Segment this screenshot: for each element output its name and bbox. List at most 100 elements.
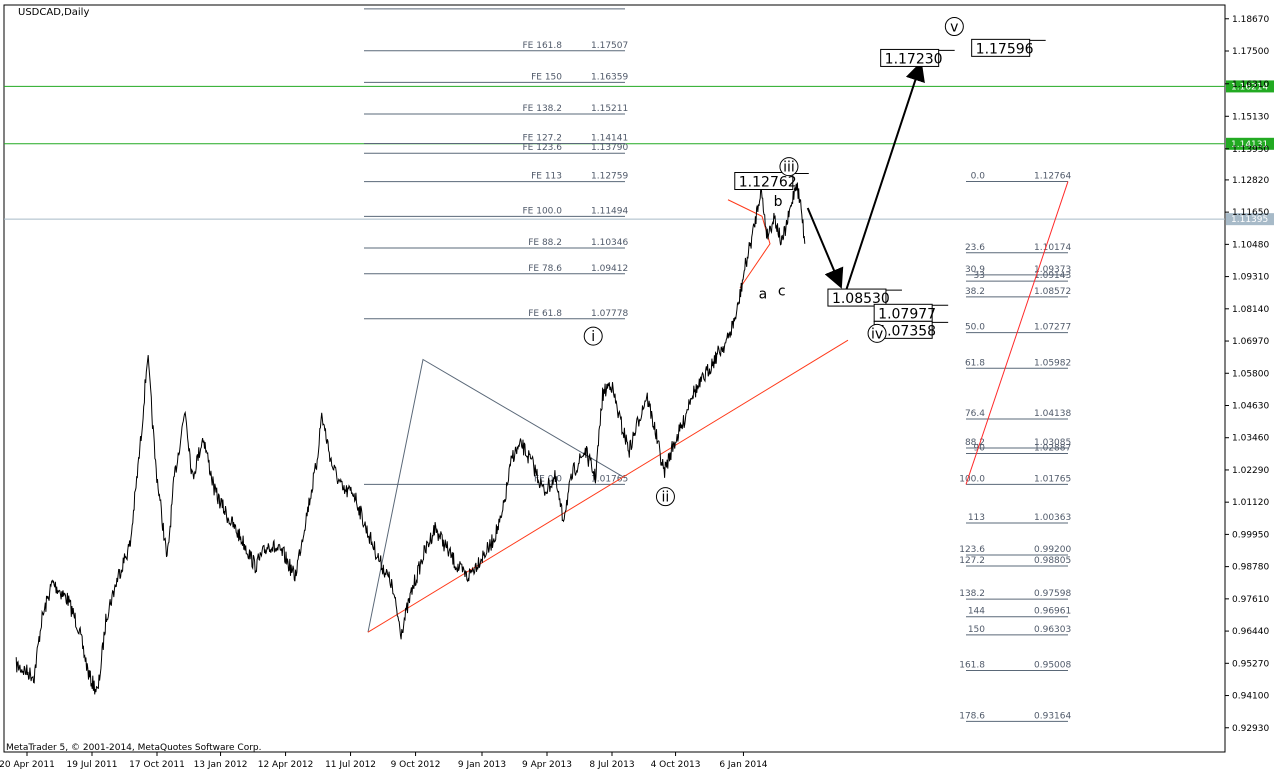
time-axis: 20 Apr 2011 19 Jul 2011 17 Oct 2011 13 Jan … (0, 752, 768, 770)
fe-level-value: 1.17507 (591, 41, 628, 51)
fib-level-value: 1.08572 (1034, 287, 1071, 297)
fe-level-label: FE 150 (531, 72, 562, 82)
fe-level-value: 1.15211 (591, 104, 628, 114)
y-tick-label: 1.05800 (1232, 369, 1269, 379)
price-box-label: 1.17230 (885, 51, 943, 67)
y-tick-label: 0.98780 (1232, 563, 1269, 573)
fib-level-value: 0.93164 (1034, 711, 1071, 721)
resistance-tag (1226, 137, 1274, 150)
fib-level-label: 144 (968, 607, 985, 617)
fib-level-value: 0.96303 (1034, 625, 1071, 635)
y-tick-label: 0.94100 (1232, 692, 1269, 702)
fib-level-value: 0.97598 (1034, 589, 1071, 599)
price-box-label: 1.07977 (878, 306, 936, 322)
y-tick-label: 1.17500 (1232, 47, 1269, 57)
fib-level-value: 0.96961 (1034, 607, 1071, 617)
resistance-label: 1.16214 (1231, 82, 1268, 92)
current-price-tag (1226, 213, 1274, 226)
wave-circle (944, 16, 964, 36)
fib-level-label: 100.0 (959, 474, 985, 484)
y-tick-label: 1.13950 (1232, 145, 1269, 155)
fe-level-value: 1.10346 (591, 238, 628, 248)
y-tick-label: 1.10480 (1232, 240, 1269, 250)
fib-level-value: 1.04138 (1034, 409, 1071, 419)
fib-level-label: 38.2 (965, 287, 985, 297)
fib-level-value: 1.02887 (1034, 444, 1071, 454)
fib-level-value: 0.95008 (1034, 661, 1071, 671)
fib-level-label: 113 (968, 513, 985, 523)
fe-level-value: 1.13790 (591, 143, 628, 153)
y-tick-label: 1.04630 (1232, 401, 1269, 411)
price-line (15, 182, 806, 695)
fib-level-label: 88.2 (965, 438, 985, 448)
x-tick-label: 19 Jul 2011 (67, 760, 118, 770)
x-tick-label: 4 Oct 2013 (651, 760, 701, 770)
price-box-label: 1.17596 (976, 41, 1034, 57)
wave-circle (583, 326, 603, 346)
y-tick-label: 1.08140 (1232, 305, 1269, 315)
wave-circle (779, 157, 799, 177)
current-price-label: 1.11395 (1231, 215, 1268, 225)
fe-level-value: 1.09412 (591, 264, 628, 274)
fib-level-label: 50.0 (965, 323, 985, 333)
x-tick-label: 20 Apr 2011 (0, 760, 55, 770)
fib-level-label: 90 (974, 444, 986, 454)
price-series-group (15, 182, 806, 695)
fe-level-value: 1.16359 (591, 72, 628, 82)
y-tick-label: 1.11650 (1232, 208, 1269, 218)
wave-label: ii (662, 490, 670, 506)
price-box (880, 48, 940, 67)
fib-level-value: 0.98805 (1034, 556, 1071, 566)
resistance-label: 1.14131 (1231, 140, 1268, 150)
fib-level-label: 161.8 (959, 661, 985, 671)
fib-level-label: 150 (968, 625, 985, 635)
wave-label: b (774, 194, 783, 210)
chart-title: USDCAD,Daily (18, 7, 89, 18)
x-tick-label: 8 Jul 2013 (589, 760, 634, 770)
fib-lines-group: 1.11395 1.16214 1.14131 FE 161.8 1.17507 FE 1… (4, 8, 1274, 722)
fe-level-label: FE 61.8 (528, 309, 562, 319)
x-tick-label: 11 Jul 2012 (325, 760, 376, 770)
x-tick-label: 17 Oct 2011 (129, 760, 185, 770)
x-tick-label: 6 Jan 2014 (719, 760, 767, 770)
price-axis: 1.18670 1.17500 1.16310 1.15130 1.13950 1.128… (1225, 15, 1269, 734)
projection-arrow-up (845, 60, 925, 291)
wave-label: iv (871, 326, 883, 342)
y-tick-label: 1.03460 (1232, 434, 1269, 444)
support-trendline (367, 339, 849, 633)
fib-level-value: 1.00363 (1034, 513, 1071, 523)
price-box-label: 1.08530 (832, 291, 890, 307)
fib-level-value: 1.01765 (1034, 474, 1071, 484)
copyright-text: MetaTrader 5, © 2001-2014, MetaQuotes So… (6, 743, 262, 753)
wave-label: v (950, 19, 958, 35)
y-tick-label: 1.12820 (1232, 176, 1269, 186)
resistance-tag (1226, 80, 1274, 93)
fib-level-value: 1.09373 (1034, 265, 1071, 275)
fib-level-label: 33 (974, 271, 985, 281)
fe-construction-line (367, 358, 626, 633)
fe-level-value: 1.11494 (591, 206, 628, 216)
x-tick-label: 9 Oct 2012 (391, 760, 441, 770)
y-tick-label: 0.99950 (1232, 530, 1269, 540)
price-box (827, 288, 887, 307)
y-tick-label: 1.18670 (1232, 15, 1269, 25)
fib-retracement-diagonal (965, 181, 1069, 485)
wave-label: c (778, 284, 786, 300)
fib-level-value: 1.12764 (1034, 171, 1071, 181)
fe-level-label: FE 138.2 (523, 104, 563, 114)
y-tick-label: 1.01120 (1232, 498, 1269, 508)
fe-level-value: 1.14141 (591, 134, 628, 144)
wave-circle (867, 323, 887, 343)
price-box (734, 172, 794, 191)
fib-level-label: 30.9 (965, 265, 985, 275)
y-tick-label: 1.15130 (1232, 112, 1269, 122)
fib-level-label: 23.6 (965, 243, 985, 253)
fib-level-label: 178.6 (959, 711, 985, 721)
x-tick-label: 12 Apr 2012 (258, 760, 314, 770)
fe-level-label: FE 100.0 (523, 206, 563, 216)
y-tick-label: 1.06970 (1232, 337, 1269, 347)
fe-level-value: 1.01765 (591, 474, 628, 484)
fe-level-label: FE 127.2 (523, 134, 563, 144)
